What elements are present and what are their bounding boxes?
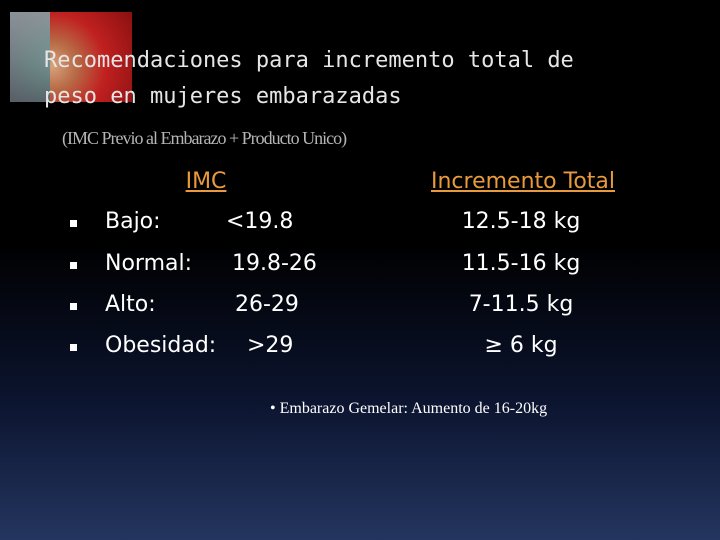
column-header: Incremento Total bbox=[431, 169, 615, 194]
note: • Embarazo Gemelar: Aumento de 16-20kg bbox=[270, 400, 548, 417]
subtitle: (IMC Previo al Embarazo + Producto Unico… bbox=[62, 128, 347, 148]
row-increment: 7-11.5 kg bbox=[468, 292, 574, 317]
photo bbox=[10, 12, 132, 102]
row-label: Alto: bbox=[105, 292, 156, 317]
row-imc: 26-29 bbox=[235, 292, 299, 317]
title-line: Recomendaciones para incremento total de bbox=[44, 48, 574, 73]
bullet bbox=[70, 220, 77, 227]
row-increment: ≥ 6 kg bbox=[484, 333, 558, 358]
row-label: Normal: bbox=[105, 251, 193, 276]
row-increment: 11.5-16 kg bbox=[461, 251, 581, 276]
row-imc: <19.8 bbox=[226, 209, 294, 234]
bullet bbox=[70, 344, 77, 351]
bullet bbox=[70, 262, 77, 269]
row-imc: 19.8-26 bbox=[232, 251, 317, 276]
row-increment: 12.5-18 kg bbox=[461, 209, 581, 234]
bullet bbox=[70, 303, 77, 310]
title-line: peso en mujeres embarazadas bbox=[44, 84, 402, 109]
column-header: IMC bbox=[185, 169, 227, 194]
row-label: Bajo: bbox=[105, 209, 161, 234]
row-label: Obesidad: bbox=[105, 333, 217, 358]
row-imc: >29 bbox=[247, 333, 294, 358]
